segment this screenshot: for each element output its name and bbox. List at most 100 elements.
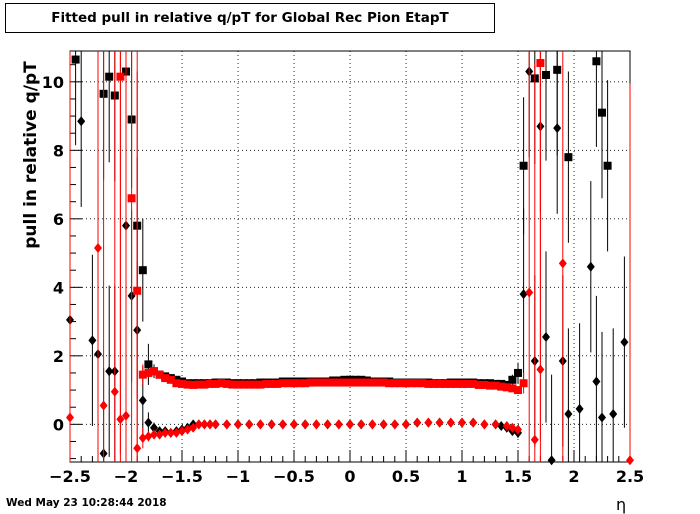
y-tick-label: 6 (53, 210, 64, 229)
timestamp: Wed May 23 10:28:44 2018 (6, 497, 167, 509)
data-point-square (301, 379, 310, 388)
data-point-square (290, 379, 298, 388)
data-point-square (189, 380, 198, 389)
data-point-square (446, 379, 455, 388)
data-point-diamond (435, 417, 444, 428)
data-point-diamond (116, 414, 125, 425)
data-point-square (452, 379, 461, 388)
data-point-diamond (150, 422, 158, 433)
data-point-diamond (542, 331, 550, 342)
data-point-square (71, 55, 80, 64)
data-point-diamond (105, 366, 114, 377)
data-point-square (144, 368, 153, 377)
data-point-diamond (413, 417, 422, 428)
x-tick-label: 1.5 (504, 467, 532, 486)
data-point-diamond (245, 419, 254, 430)
data-point-diamond (519, 289, 528, 300)
data-point-diamond (312, 419, 321, 430)
data-point-square (183, 380, 192, 389)
data-point-square (564, 153, 573, 162)
x-tick-label: −2 (114, 467, 139, 486)
data-point-diamond (88, 335, 97, 346)
data-point-square (200, 380, 209, 389)
data-point-square (603, 161, 612, 170)
data-point-square (211, 379, 220, 388)
data-point-diamond (278, 419, 287, 430)
data-point-square (497, 382, 506, 391)
x-tick-label: 0 (344, 467, 355, 486)
data-point-diamond (469, 417, 478, 428)
data-point-diamond (402, 419, 410, 430)
data-point-square (463, 379, 472, 388)
data-point-diamond (508, 422, 517, 433)
data-point-square (486, 381, 494, 390)
data-point-diamond (66, 412, 74, 423)
data-point-square (514, 386, 522, 395)
data-point-square (402, 379, 410, 388)
data-point-square (318, 378, 326, 387)
data-point-square (234, 380, 242, 389)
data-point-diamond (211, 419, 220, 430)
data-point-diamond (446, 417, 455, 428)
data-point-square (418, 379, 427, 388)
data-point-square (245, 380, 254, 389)
data-point-diamond (290, 419, 298, 430)
x-tick-label: 1 (456, 467, 467, 486)
data-point-diamond (194, 419, 203, 430)
data-point-square (362, 378, 371, 387)
data-point-square (228, 380, 237, 389)
data-point-diamond (620, 337, 629, 348)
data-point-diamond (357, 419, 366, 430)
data-point-square (323, 378, 332, 387)
data-point-diamond (150, 429, 158, 440)
x-axis-label: η (616, 495, 627, 514)
data-point-square (474, 380, 483, 389)
data-point-diamond (133, 443, 142, 454)
data-point-diamond (234, 419, 242, 430)
data-point-square (178, 379, 186, 388)
data-point-square (413, 379, 422, 388)
data-point-diamond (514, 424, 522, 435)
data-point-diamond (189, 422, 198, 433)
data-point-square (374, 378, 382, 387)
data-point-square (206, 379, 214, 388)
data-point-diamond (110, 386, 119, 397)
data-point-square (346, 378, 354, 387)
data-point-square (217, 379, 226, 388)
data-point-diamond (458, 417, 466, 428)
data-point-diamond (592, 376, 601, 387)
data-point-diamond (94, 242, 102, 253)
data-point-square (385, 379, 394, 388)
data-point-diamond (564, 409, 573, 420)
data-point-diamond (166, 427, 175, 438)
data-point-square (542, 70, 550, 79)
data-point-square (502, 383, 511, 392)
y-axis-label: pull in relative q/pT (21, 61, 41, 249)
data-point-square (284, 379, 293, 388)
data-point-diamond (575, 403, 584, 414)
data-point-diamond (346, 419, 354, 430)
data-point-square (256, 380, 265, 389)
data-point-square (508, 384, 517, 393)
y-tick-label: 8 (53, 141, 64, 160)
y-tick-label: 10 (42, 73, 64, 92)
data-point-diamond (144, 417, 153, 428)
data-point-diamond (301, 419, 310, 430)
data-point-square (295, 379, 304, 388)
y-tick-label: 4 (53, 278, 64, 297)
data-point-square (508, 375, 517, 384)
data-point-diamond (390, 419, 399, 430)
x-tick-label: −1 (226, 467, 251, 486)
data-point-square (262, 379, 270, 388)
data-point-square (155, 370, 164, 379)
data-point-square (435, 379, 444, 388)
data-point-square (598, 108, 606, 117)
data-point-diamond (155, 429, 164, 440)
data-point-square (458, 379, 466, 388)
data-point-square (340, 378, 349, 387)
data-point-square (390, 379, 399, 388)
data-point-diamond (161, 427, 170, 438)
data-point-diamond (586, 261, 595, 272)
data-point-diamond (172, 427, 181, 438)
data-point-diamond (536, 364, 545, 375)
